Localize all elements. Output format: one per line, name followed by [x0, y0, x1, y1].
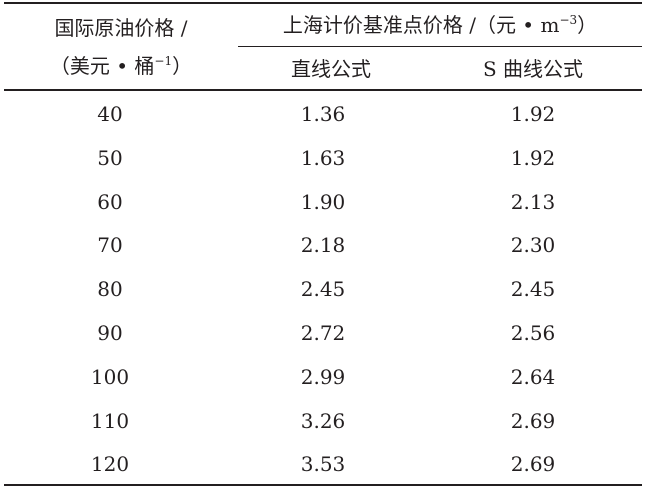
cell-s-curve-price: 1.92 — [510, 145, 556, 170]
header-shanghai-price-close: ） — [577, 13, 598, 37]
header-crude-price-line2: （美元 • 桶−1） — [4, 54, 238, 78]
cell-crude-price: 50 — [97, 145, 123, 170]
cell-s-curve-price: 2.56 — [510, 320, 556, 345]
cell-crude-price: 100 — [90, 364, 130, 389]
cell-crude-price: 40 — [97, 102, 123, 126]
table-row: 90 2.72 2.56 — [4, 309, 642, 353]
cell-linear-price: 3.26 — [300, 408, 346, 433]
header-crude-price-unit-close: ） — [172, 54, 193, 78]
price-table: 国际原油价格 / （美元 • 桶−1） 上海计价基准点价格 /（元 • m−3）… — [4, 2, 642, 486]
table-row: 80 2.45 2.45 — [4, 265, 642, 309]
table-row: 70 2.18 2.30 — [4, 221, 642, 265]
cell-s-curve-price: 2.64 — [510, 364, 556, 389]
header-crude-price-unit: （美元 • 桶 — [49, 54, 155, 78]
cell-crude-price: 90 — [97, 320, 123, 345]
cell-crude-price: 120 — [90, 452, 130, 477]
header-linear-formula: 直线公式 — [291, 57, 371, 81]
cell-linear-price: 1.36 — [300, 102, 346, 126]
cell-crude-price: 80 — [97, 277, 123, 302]
table-row: 110 3.26 2.69 — [4, 397, 642, 441]
cell-s-curve-price: 2.45 — [510, 277, 556, 302]
table-row: 120 3.53 2.69 — [4, 440, 642, 484]
cell-linear-price: 3.53 — [300, 452, 346, 477]
cell-linear-price: 2.45 — [300, 277, 346, 302]
table-top-rule — [4, 2, 642, 4]
header-group-rule — [238, 46, 642, 47]
header-bottom-rule — [4, 89, 642, 91]
cell-crude-price: 110 — [90, 408, 130, 433]
header-crude-price-unit-exponent: −1 — [154, 54, 173, 68]
header-s-curve-formula: S 曲线公式 — [482, 57, 584, 81]
table-bottom-rule — [4, 484, 642, 486]
cell-linear-price: 1.63 — [300, 145, 346, 170]
cell-crude-price: 60 — [97, 189, 123, 214]
cell-linear-price: 2.72 — [300, 320, 346, 345]
header-shanghai-price-label: 上海计价基准点价格 /（元 • m — [282, 13, 560, 37]
table-body: 40 1.36 1.92 50 1.63 1.92 60 1.90 2.13 7… — [4, 90, 642, 484]
header-shanghai-price-group: 上海计价基准点价格 /（元 • m−3） — [238, 13, 642, 37]
header-shanghai-price-exponent: −3 — [559, 13, 578, 27]
table-row: 60 1.90 2.13 — [4, 178, 642, 222]
cell-linear-price: 2.99 — [300, 364, 346, 389]
cell-linear-price: 1.90 — [300, 189, 346, 214]
table-row: 50 1.63 1.92 — [4, 134, 642, 178]
cell-s-curve-price: 2.13 — [510, 189, 556, 214]
cell-linear-price: 2.18 — [300, 233, 346, 258]
header-crude-price-line1: 国际原油价格 / — [54, 16, 188, 40]
cell-crude-price: 70 — [97, 233, 123, 258]
table-row: 100 2.99 2.64 — [4, 353, 642, 397]
cell-s-curve-price: 1.92 — [510, 102, 556, 126]
cell-s-curve-price: 2.69 — [510, 452, 556, 477]
table-row: 40 1.36 1.92 — [4, 90, 642, 134]
cell-s-curve-price: 2.30 — [510, 233, 556, 258]
cell-s-curve-price: 2.69 — [510, 408, 556, 433]
